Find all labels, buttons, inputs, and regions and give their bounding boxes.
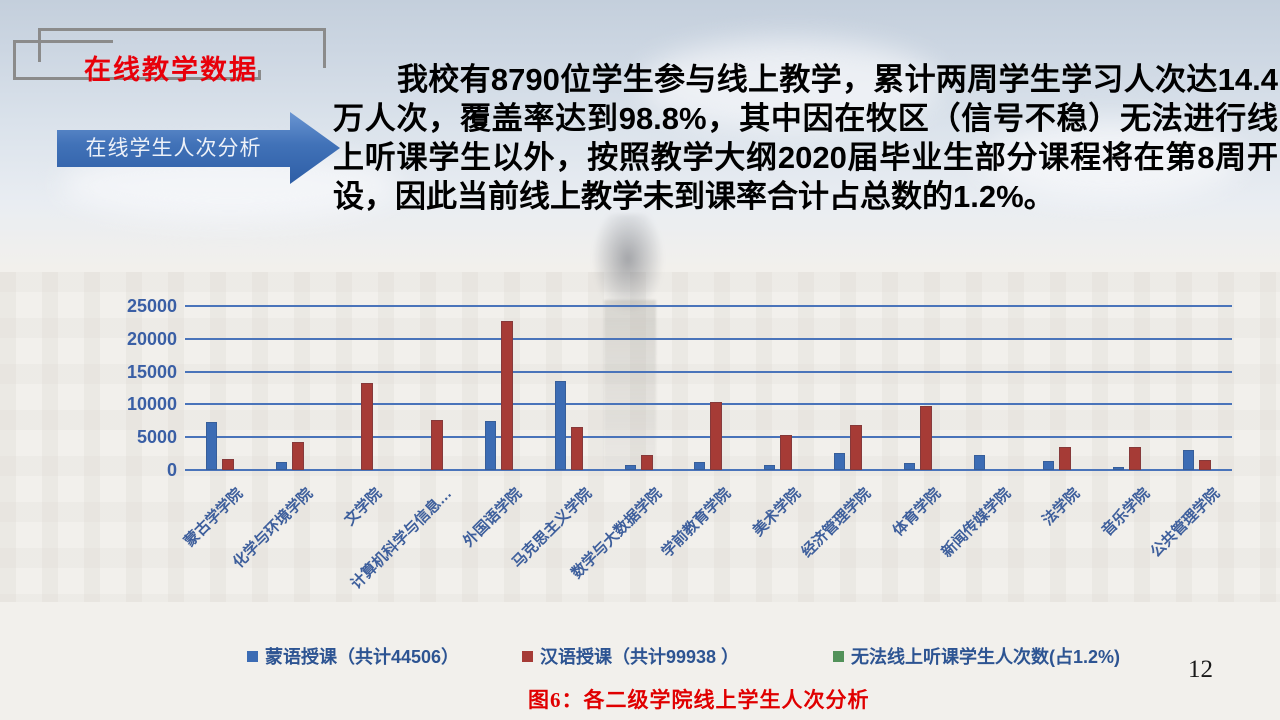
title-bracket-line bbox=[38, 28, 326, 31]
title-bracket-line bbox=[258, 70, 261, 80]
chart-gridline bbox=[185, 305, 1232, 307]
legend-swatch bbox=[833, 650, 844, 662]
bar-chinese bbox=[431, 420, 444, 470]
bar-group bbox=[534, 306, 604, 470]
legend-item: 汉语授课（共计99938 ） bbox=[522, 643, 739, 669]
title-bracket-line bbox=[38, 28, 41, 62]
bar-group bbox=[604, 306, 674, 470]
legend-label: 蒙语授课（共计44506） bbox=[265, 647, 460, 667]
bar-mongolian bbox=[1113, 467, 1125, 470]
cloud-shape bbox=[980, 120, 1240, 200]
chart-gridline bbox=[185, 337, 1232, 340]
x-axis-category-label: 美术学院 bbox=[749, 485, 805, 540]
bar-mongolian bbox=[554, 381, 566, 470]
bar-group bbox=[1092, 306, 1162, 470]
legend-item: 蒙语授课（共计44506） bbox=[247, 643, 459, 669]
statue-pedestal bbox=[604, 300, 656, 470]
bar-chinese bbox=[1199, 460, 1212, 470]
bar-chinese bbox=[570, 427, 583, 470]
page-number: 12 bbox=[1188, 656, 1213, 683]
chart-gridline bbox=[185, 469, 1232, 471]
bar-mongolian bbox=[764, 465, 776, 470]
y-axis-tick-label: 25000 bbox=[126, 296, 177, 316]
x-axis-category-label: 文学院 bbox=[341, 485, 386, 529]
bar-chinese bbox=[1059, 447, 1072, 470]
bar-chinese bbox=[221, 459, 234, 470]
title-bracket-line bbox=[13, 40, 16, 80]
bar-group bbox=[1162, 306, 1232, 470]
chart-plot-area bbox=[185, 306, 1232, 470]
cloud-shape bbox=[640, 40, 940, 130]
bar-group bbox=[883, 306, 953, 470]
bar-chinese bbox=[1129, 447, 1142, 470]
bar-mongolian bbox=[485, 421, 497, 470]
bar-group bbox=[394, 306, 464, 470]
chart-gridline bbox=[185, 436, 1232, 439]
x-axis-category-label: 蒙古学学院 bbox=[180, 485, 247, 551]
bar-group bbox=[743, 306, 813, 470]
x-axis-category-label: 外国语学院 bbox=[460, 485, 526, 551]
x-axis-category-label: 法学院 bbox=[1039, 485, 1084, 529]
bar-group bbox=[953, 306, 1023, 470]
bar-mongolian bbox=[275, 462, 287, 470]
y-axis-tick-label: 15000 bbox=[126, 361, 177, 382]
chart-gridline bbox=[185, 403, 1232, 406]
x-axis-category-label: 经济管理学院 bbox=[798, 485, 875, 561]
bar-group bbox=[674, 306, 744, 470]
x-axis-category-label: 公共管理学院 bbox=[1147, 485, 1224, 561]
title-bracket-line bbox=[323, 28, 326, 68]
y-axis-tick-label: 20000 bbox=[126, 328, 177, 349]
y-axis-tick-label: 10000 bbox=[126, 394, 177, 415]
legend-swatch bbox=[247, 650, 258, 662]
summary-paragraph: 我校有8790位学生参与线上教学，累计两周学生学习人次达14.4万人次，覆盖率达… bbox=[333, 62, 1278, 214]
bar-mongolian bbox=[1043, 461, 1055, 470]
bar-chinese bbox=[640, 455, 653, 470]
x-axis-category-label: 新闻传媒学院 bbox=[938, 485, 1014, 561]
x-axis-category-label: 体育学院 bbox=[889, 485, 945, 540]
bar-group bbox=[813, 306, 883, 470]
bar-group bbox=[1023, 306, 1093, 470]
bar-chinese bbox=[361, 383, 374, 470]
bar-chinese bbox=[710, 402, 723, 470]
x-axis-category-label: 学前教育学院 bbox=[658, 485, 735, 561]
legend-label: 无法线上听课学生人次数(占1.2%) bbox=[851, 647, 1121, 667]
legend-label: 汉语授课（共计99938 ） bbox=[540, 647, 740, 667]
bar-group bbox=[255, 306, 325, 470]
bar-chinese bbox=[291, 442, 304, 470]
figure-caption: 图6：各二级学院线上学生人次分析 bbox=[528, 688, 870, 712]
bar-chinese bbox=[501, 321, 514, 470]
bar-chinese bbox=[919, 406, 932, 470]
y-axis-tick-label: 5000 bbox=[136, 427, 177, 448]
bar-mongolian bbox=[205, 422, 217, 470]
bar-mongolian bbox=[973, 455, 985, 470]
bar-chinese bbox=[850, 425, 863, 470]
statue-silhouette bbox=[592, 214, 664, 314]
chart-gridline bbox=[185, 370, 1232, 373]
slide-tag-title: 在线教学数据 bbox=[84, 55, 258, 85]
bar-group bbox=[464, 306, 534, 470]
bar-group bbox=[325, 306, 395, 470]
bar-mongolian bbox=[903, 463, 915, 470]
legend-item: 无法线上听课学生人次数(占1.2%) bbox=[833, 643, 1120, 669]
bar-chinese bbox=[780, 435, 793, 470]
x-axis-category-label: 音乐学院 bbox=[1098, 485, 1154, 540]
bar-mongolian bbox=[624, 465, 636, 470]
legend-swatch bbox=[522, 650, 533, 662]
bar-mongolian bbox=[1183, 450, 1195, 470]
bar-mongolian bbox=[834, 453, 846, 470]
bar-group bbox=[185, 306, 255, 470]
title-bracket-line bbox=[13, 77, 261, 80]
title-bracket-line bbox=[13, 40, 113, 43]
y-axis-tick-label: 0 bbox=[166, 460, 177, 480]
arrow-banner-label: 在线学生人次分析 bbox=[85, 137, 262, 160]
bar-mongolian bbox=[694, 462, 706, 470]
